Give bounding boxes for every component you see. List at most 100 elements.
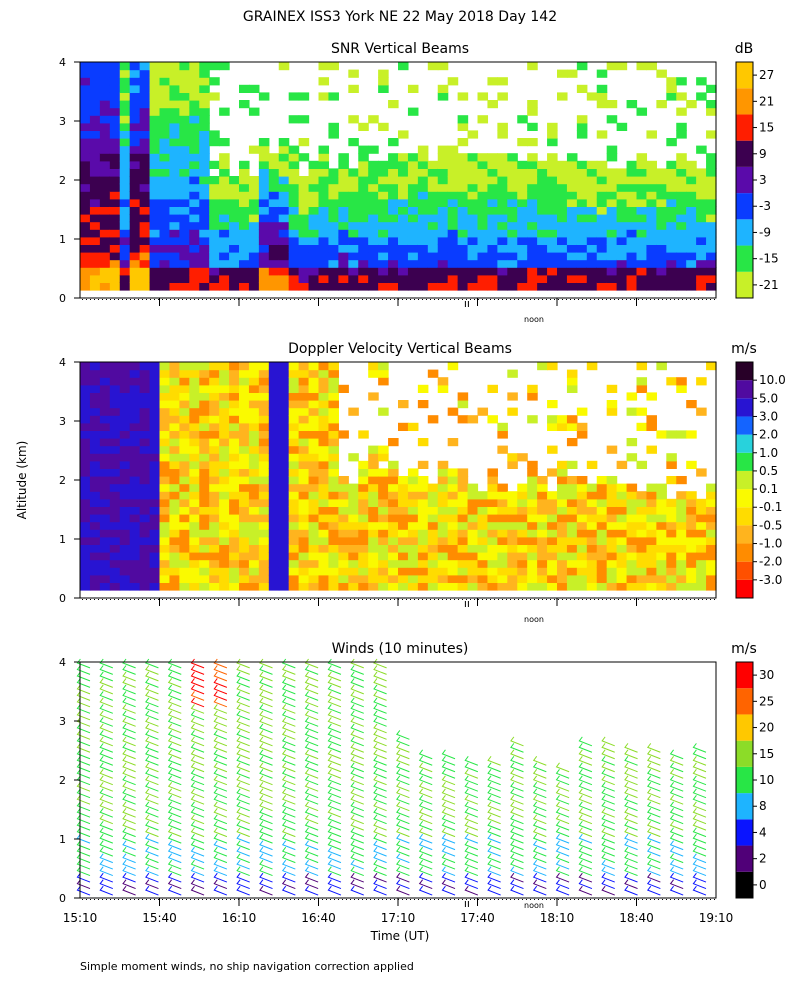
- wind-barb: [281, 782, 296, 792]
- wind-barb: [327, 691, 342, 701]
- doppler-cell: [318, 483, 330, 492]
- doppler-cell: [99, 491, 111, 500]
- snr-cell: [606, 183, 618, 192]
- doppler-cell: [80, 369, 91, 378]
- snr-cell: [358, 191, 369, 200]
- baseline-dot: [178, 299, 179, 300]
- wind-barb: [190, 730, 205, 740]
- wind-barb: [327, 684, 342, 695]
- snr-cell: [288, 183, 300, 192]
- wind-barb: [487, 879, 501, 890]
- doppler-cell: [487, 514, 498, 523]
- snr-cell: [447, 214, 459, 223]
- snr-cell: [447, 267, 459, 276]
- snr-cell: [646, 176, 657, 185]
- baseline-dot: [562, 299, 563, 300]
- snr-cell: [467, 214, 479, 223]
- wind-barb: [601, 769, 615, 779]
- snr-cell: [676, 153, 687, 162]
- baseline-dot: [602, 299, 603, 300]
- wind-barb: [99, 665, 113, 675]
- baseline-dot: [174, 599, 175, 600]
- wind-barb: [487, 762, 501, 773]
- snr-cell: [606, 229, 618, 238]
- doppler-cell: [288, 506, 300, 515]
- doppler-cell: [119, 552, 131, 561]
- baseline-dot: [578, 899, 579, 900]
- doppler-cell: [159, 491, 171, 500]
- wind-barb: [578, 840, 593, 851]
- snr-cell: [169, 244, 180, 253]
- doppler-cell: [407, 544, 419, 553]
- baseline-dot: [294, 299, 295, 300]
- wind-barb: [396, 782, 410, 792]
- snr-cell: [537, 221, 548, 230]
- snr-cell: [398, 244, 409, 253]
- doppler-cell: [407, 491, 419, 500]
- doppler-cell: [298, 498, 310, 507]
- snr-cell: [706, 168, 717, 177]
- snr-cell: [358, 252, 369, 261]
- snr-cell: [109, 183, 121, 192]
- doppler-cell: [626, 506, 638, 515]
- doppler-cell: [80, 430, 91, 439]
- doppler-cell: [89, 430, 101, 439]
- baseline-dot: [462, 299, 463, 300]
- snr-cell: [129, 214, 141, 223]
- doppler-cell: [288, 468, 300, 477]
- snr-cell: [507, 236, 518, 245]
- doppler-cell: [149, 559, 161, 568]
- snr-cell: [348, 252, 359, 261]
- wind-barb: [281, 769, 296, 779]
- snr-cell: [676, 183, 687, 192]
- doppler-cell: [477, 574, 489, 583]
- wind-barb: [145, 665, 159, 675]
- snr-cell: [646, 198, 657, 207]
- wind-barb: [304, 658, 319, 669]
- snr-cell: [497, 198, 508, 207]
- doppler-cell: [189, 468, 200, 477]
- wind-barb: [76, 866, 91, 877]
- snr-cell: [507, 214, 518, 223]
- wind-barb: [99, 879, 113, 890]
- wind-barb: [601, 788, 615, 799]
- doppler-cell: [686, 529, 697, 538]
- snr-cell: [586, 176, 598, 185]
- wind-barb: [122, 684, 136, 695]
- doppler-cell: [278, 521, 290, 530]
- baseline-dot: [406, 299, 407, 300]
- wind-barb: [259, 879, 273, 890]
- doppler-cell: [219, 483, 230, 492]
- doppler-cell: [179, 491, 190, 500]
- wind-barb: [99, 814, 113, 825]
- doppler-cell: [139, 483, 151, 492]
- doppler-cell: [80, 445, 91, 454]
- snr-cell: [258, 160, 270, 169]
- doppler-cell: [169, 498, 180, 507]
- doppler-cell: [447, 552, 459, 561]
- snr-cell: [298, 282, 310, 291]
- doppler-cell: [318, 438, 330, 447]
- baseline-dot: [706, 299, 707, 300]
- snr-cell: [99, 274, 111, 283]
- doppler-cell: [80, 468, 91, 477]
- baseline-dot: [698, 899, 699, 900]
- snr-cell: [706, 214, 717, 223]
- doppler-cell: [547, 506, 558, 515]
- doppler-cell: [179, 400, 190, 409]
- wind-barb: [236, 736, 250, 747]
- baseline-dot: [666, 299, 667, 300]
- doppler-cell: [596, 483, 608, 492]
- wind-barb: [76, 872, 91, 883]
- snr-cell: [477, 244, 489, 253]
- snr-cell: [447, 168, 459, 177]
- snr-cell: [447, 153, 459, 162]
- snr-cell: [427, 229, 439, 238]
- snr-cell: [447, 282, 459, 291]
- doppler-cell: [378, 574, 389, 583]
- doppler-cell: [378, 453, 389, 462]
- wind-barb: [487, 782, 501, 792]
- snr-cell: [348, 115, 359, 124]
- snr-cell: [80, 100, 91, 109]
- doppler-cell: [278, 582, 290, 591]
